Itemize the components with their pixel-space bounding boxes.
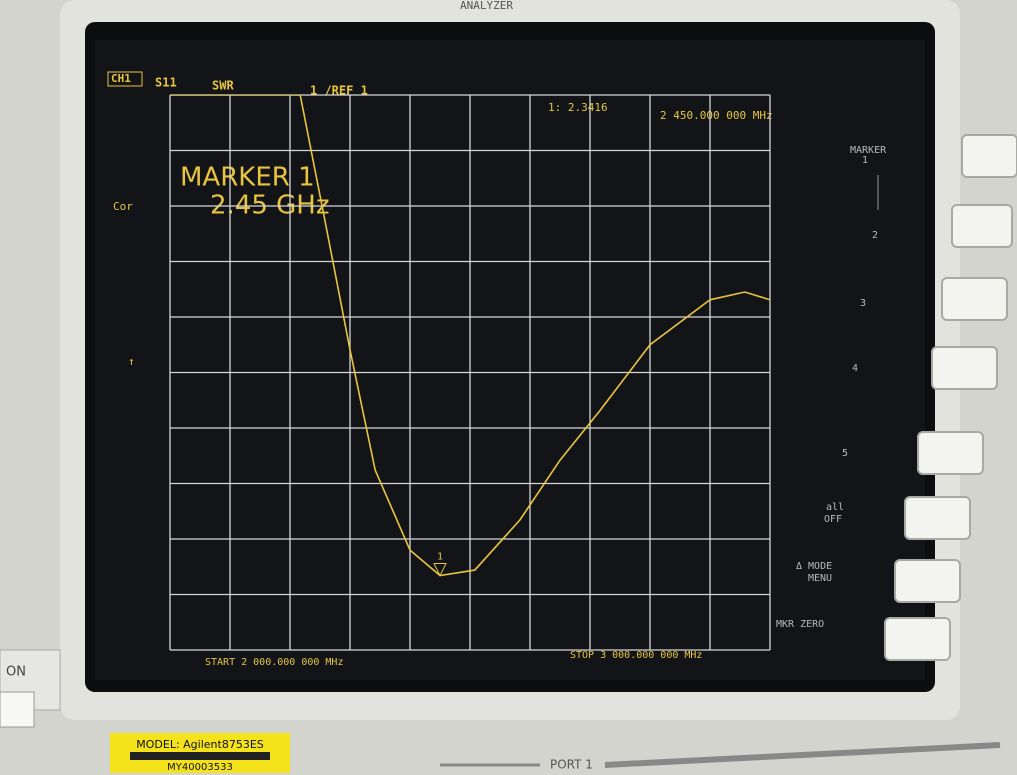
marker-label: 1 xyxy=(437,552,443,563)
softkey-button[interactable] xyxy=(905,497,970,539)
marker-readout: 1: 2.3416 xyxy=(548,101,608,114)
marker-title: MARKER 1 xyxy=(180,163,315,193)
correction: Cor xyxy=(113,200,133,213)
stop-label: STOP 3 000.000 000 MHz xyxy=(570,650,702,661)
barcode xyxy=(130,752,270,760)
softkey-label: all xyxy=(826,502,844,513)
instrument: ANALYZER CH1 S11 SWR 1 /REF 1 1: 2.3416 … xyxy=(0,0,1017,775)
softkey-label: 4 xyxy=(852,363,858,374)
brand: ANALYZER xyxy=(460,0,513,12)
softkey-button[interactable] xyxy=(885,618,950,660)
serial: MY40003533 xyxy=(167,762,233,773)
marker-frequency: 2 450.000 000 MHz xyxy=(660,109,773,122)
softkey-label: OFF xyxy=(824,514,842,525)
channel: CH1 xyxy=(111,72,131,85)
power-label: ON xyxy=(6,665,26,680)
start-label: START 2 000.000 000 MHz xyxy=(205,657,343,668)
softkey-label: 2 xyxy=(872,230,878,241)
port: PORT 1 xyxy=(550,758,593,772)
ref-arrow: ↑ xyxy=(128,355,135,368)
softkey-label: MENU xyxy=(808,573,832,584)
softkey-title: MARKER xyxy=(850,145,887,156)
softkey-label: MKR ZERO xyxy=(776,619,824,630)
power-button[interactable] xyxy=(0,692,34,727)
softkey-button[interactable] xyxy=(942,278,1007,320)
softkey-label: Δ MODE xyxy=(796,561,832,572)
model: MODEL: Agilent8753ES xyxy=(136,738,264,751)
softkey-label: 3 xyxy=(860,298,866,309)
softkey-button[interactable] xyxy=(895,560,960,602)
softkey-button[interactable] xyxy=(952,205,1012,247)
format: SWR xyxy=(212,79,234,93)
page: {"chart_data": { "type": "line", "header… xyxy=(0,0,1017,775)
softkey-label: 5 xyxy=(842,448,848,459)
softkey-label: 1 xyxy=(862,155,868,166)
parameter: S11 xyxy=(155,76,177,90)
softkey-button[interactable] xyxy=(962,135,1017,177)
screen-face xyxy=(95,40,925,680)
softkey-button[interactable] xyxy=(932,347,997,389)
softkey-button[interactable] xyxy=(918,432,983,474)
